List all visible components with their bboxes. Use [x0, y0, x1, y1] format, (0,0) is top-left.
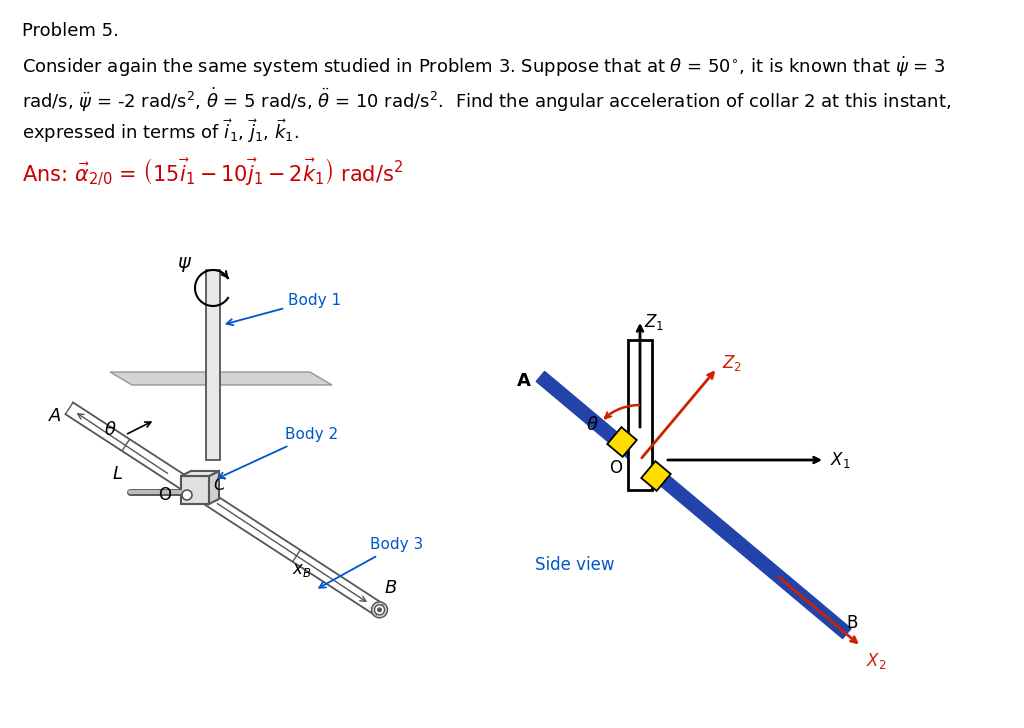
Text: $\theta$: $\theta$ — [586, 416, 598, 434]
Circle shape — [377, 607, 382, 612]
Text: $Z_2$: $Z_2$ — [722, 353, 742, 373]
Text: O: O — [158, 486, 171, 504]
Text: B: B — [846, 614, 857, 632]
Text: O: O — [609, 459, 622, 477]
Circle shape — [182, 490, 193, 500]
Text: Side view: Side view — [535, 556, 614, 574]
Polygon shape — [110, 372, 332, 385]
Text: $X_2$: $X_2$ — [866, 652, 887, 671]
Text: Problem 5.: Problem 5. — [22, 22, 119, 40]
Text: $\theta$: $\theta$ — [103, 421, 117, 439]
Bar — [181, 476, 209, 504]
Bar — [206, 270, 220, 460]
Text: Body 1: Body 1 — [226, 293, 341, 325]
Polygon shape — [209, 471, 219, 504]
Bar — [628, 340, 652, 490]
Circle shape — [372, 602, 387, 618]
Text: Body 3: Body 3 — [319, 537, 423, 587]
Text: A: A — [49, 407, 61, 425]
Polygon shape — [181, 471, 219, 476]
Circle shape — [375, 605, 384, 615]
Text: Ans: $\vec{\alpha}_{2/0}$ = $\left(15\vec{i}_1 - 10\vec{j}_1 - 2\vec{k}_1\right): Ans: $\vec{\alpha}_{2/0}$ = $\left(15\ve… — [22, 157, 403, 189]
Polygon shape — [641, 461, 671, 491]
Text: $X_1$: $X_1$ — [830, 450, 851, 470]
Text: $\psi$: $\psi$ — [177, 256, 193, 274]
Text: L: L — [112, 465, 122, 483]
Text: B: B — [384, 579, 397, 597]
Text: A: A — [516, 373, 530, 390]
Text: Body 2: Body 2 — [218, 427, 338, 478]
Text: $Z_1$: $Z_1$ — [644, 312, 665, 332]
Text: C: C — [213, 476, 224, 494]
Text: expressed in terms of $\vec{i}_1$, $\vec{j}_1$, $\vec{k}_1$.: expressed in terms of $\vec{i}_1$, $\vec… — [22, 117, 299, 145]
FancyArrow shape — [537, 371, 851, 638]
Polygon shape — [607, 427, 637, 457]
Text: Consider again the same system studied in Problem 3. Suppose that at $\theta$ = : Consider again the same system studied i… — [22, 55, 945, 79]
Text: rad/s, $\ddot{\psi}$ = -2 rad/s$^2$, $\dot{\theta}$ = 5 rad/s, $\ddot{\theta}$ =: rad/s, $\ddot{\psi}$ = -2 rad/s$^2$, $\d… — [22, 86, 951, 114]
Text: $x_B$: $x_B$ — [293, 561, 312, 579]
